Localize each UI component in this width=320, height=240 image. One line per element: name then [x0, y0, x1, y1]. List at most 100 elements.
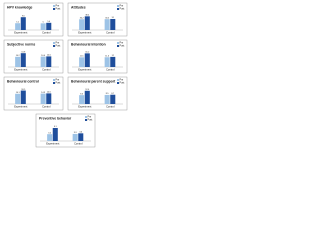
value-label: 3.2 — [48, 132, 52, 134]
x-tick-label: Control — [106, 30, 115, 34]
value-label: 3.6 — [79, 132, 83, 134]
value-label: 30.2 — [80, 17, 85, 19]
legend-label: Post — [56, 8, 61, 11]
legend-label: Post — [120, 45, 125, 48]
legend-swatch — [117, 45, 119, 47]
bar — [84, 90, 90, 104]
chart-title: Attitudes — [71, 5, 86, 9]
chart-title: Behavioural parent support — [71, 79, 116, 83]
bar — [104, 94, 110, 104]
value-label: 14.6 — [47, 92, 52, 94]
x-tick-label: Experiment — [78, 67, 91, 71]
legend-label: Post — [56, 82, 61, 85]
value-label: 5.1 — [16, 21, 20, 23]
bar — [110, 94, 116, 104]
bar — [46, 93, 52, 104]
value-label: 14.3 — [41, 92, 46, 94]
legend-swatch — [53, 82, 55, 84]
bar — [46, 56, 52, 67]
chart-title: Subjective norms — [7, 42, 35, 46]
value-label: 8.3 — [80, 93, 84, 95]
legend-swatch — [53, 5, 55, 7]
bar — [20, 90, 26, 104]
x-tick-label: Control — [106, 67, 115, 71]
bar — [84, 53, 90, 67]
value-label: 18.5 — [21, 89, 26, 91]
value-label: 5.4 — [47, 21, 51, 23]
x-tick-label: Control — [74, 141, 83, 145]
bar — [15, 23, 21, 30]
bar — [40, 93, 46, 104]
value-label: 31 — [112, 17, 115, 19]
value-label: 10.2 — [16, 55, 21, 57]
bar — [40, 56, 46, 67]
legend-label: Pre — [56, 79, 60, 82]
bar — [20, 53, 26, 67]
legend-label: Pre — [56, 42, 60, 45]
x-tick-label: Control — [42, 67, 51, 71]
x-tick-label: Experiment — [14, 67, 27, 71]
bar — [72, 133, 78, 141]
value-label: 16.2 — [85, 52, 90, 54]
value-label: 6.1 — [54, 126, 58, 128]
value-label: 30.5 — [105, 17, 110, 19]
bar — [104, 57, 110, 67]
bar — [79, 19, 85, 30]
bar — [79, 95, 85, 104]
legend-swatch — [117, 42, 119, 44]
legend-swatch — [85, 119, 87, 121]
x-tick-label: Experiment — [46, 141, 59, 145]
legend-label: Pre — [88, 116, 92, 119]
legend-label: Pre — [120, 79, 124, 82]
bar — [20, 17, 26, 30]
x-tick-label: Control — [42, 104, 51, 108]
bar — [110, 56, 116, 67]
legend-label: Post — [88, 119, 93, 122]
value-label: 10.6 — [47, 55, 52, 57]
legend-swatch — [85, 116, 87, 118]
value-label: 38.4 — [85, 15, 90, 17]
legend-swatch — [53, 79, 55, 81]
chart-title: Behavioural control — [7, 79, 39, 83]
bar — [15, 56, 21, 67]
value-label: 13.8 — [21, 51, 26, 53]
value-label: 8.5 — [106, 93, 110, 95]
x-tick-label: Experiment — [14, 104, 27, 108]
legend-swatch — [117, 82, 119, 84]
bar — [78, 133, 84, 141]
value-label: 14.1 — [16, 92, 21, 94]
bar — [52, 127, 58, 141]
chart-title: HPV knowledge — [7, 5, 33, 9]
bar — [110, 18, 116, 30]
legend-swatch — [117, 79, 119, 81]
value-label: 10.4 — [41, 55, 46, 57]
x-tick-label: Control — [106, 104, 115, 108]
legend-label: Pre — [120, 5, 124, 8]
value-label: 12 — [112, 55, 115, 57]
value-label: 3.3 — [74, 132, 78, 134]
legend-swatch — [117, 5, 119, 7]
x-tick-label: Experiment — [78, 30, 91, 34]
bar — [15, 93, 21, 104]
legend-swatch — [53, 45, 55, 47]
legend-label: Pre — [56, 5, 60, 8]
bar — [40, 23, 46, 30]
bar — [79, 57, 85, 67]
chart-title: Preventive behavior — [39, 116, 72, 120]
bar — [84, 16, 90, 30]
value-label: 5 — [43, 22, 45, 24]
legend-label: Post — [120, 8, 125, 11]
chart-title: Behavioural intention — [71, 42, 106, 46]
bar — [104, 19, 110, 30]
value-label: 11.5 — [80, 56, 85, 58]
legend-swatch — [117, 8, 119, 10]
legend-swatch — [53, 42, 55, 44]
value-label: 8.7 — [111, 93, 115, 95]
figure: HPV knowledge PrePostExperiment5.19.6Cont… — [3, 2, 128, 148]
bar — [46, 22, 52, 30]
x-tick-label: Control — [42, 30, 51, 34]
legend-label: Post — [120, 82, 125, 85]
value-label: 11.6 — [105, 55, 110, 57]
legend-label: Pre — [120, 42, 124, 45]
legend-label: Post — [56, 45, 61, 48]
